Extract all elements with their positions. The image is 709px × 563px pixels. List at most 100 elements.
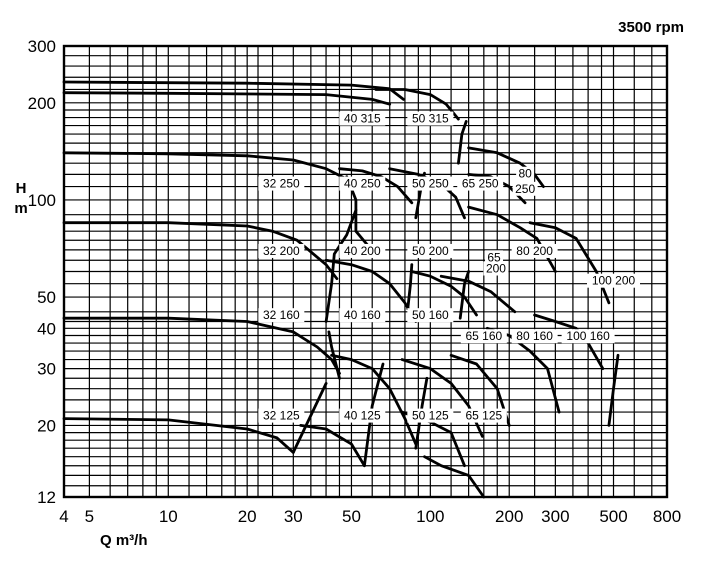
curve-100-200-right [607, 353, 620, 427]
curve-50-315 [374, 88, 460, 121]
x-tick-label: 5 [85, 507, 94, 526]
curve-label-bg [511, 329, 558, 344]
curve-32-160-max [327, 330, 341, 380]
curve-label: 40 250 [344, 177, 381, 191]
curve-label-bg [587, 273, 641, 288]
curve-label: 40 125 [344, 409, 381, 423]
curve-labels: 40 315 50 315 32 250 40 250 50 250 65 250 8025… [258, 111, 641, 423]
y-tick-label: 50 [37, 288, 56, 307]
curve-32-250 [62, 151, 349, 181]
y-tick-label: 20 [37, 416, 56, 435]
curve-label-bg [407, 111, 454, 126]
x-tick-label: 30 [284, 507, 303, 526]
curve-40-315-lower [62, 91, 392, 106]
x-tick-labels: 4 5 10 20 30 50 100 200 300 500 800 [59, 507, 681, 526]
curve-label: 80 [518, 167, 532, 181]
curve-80-200 [467, 205, 557, 273]
curve-label: 32 125 [263, 409, 300, 423]
x-tick-label: 300 [541, 507, 569, 526]
curve-40-315-top [62, 80, 405, 101]
curve-label: 100 200 [592, 274, 636, 288]
y-tick-label: 100 [28, 191, 56, 210]
curve-50-200 [410, 270, 478, 317]
y-axis-label-h: H [16, 180, 27, 197]
curve-32-200-max [324, 208, 358, 323]
curve-label-bg [460, 329, 507, 344]
x-tick-label: 4 [59, 507, 68, 526]
curve-65-125 [423, 455, 486, 499]
curve-label-bg [561, 329, 615, 344]
curve-label-bg [460, 408, 507, 423]
curve-label: 65 160 [465, 329, 502, 343]
curve-label: 200 [486, 262, 506, 276]
curve-label-bg [483, 261, 509, 276]
curve-label-bg [258, 308, 305, 323]
chart-title: 3500 rpm [618, 19, 684, 36]
curve-label-bg [407, 308, 454, 323]
curve-label: 100 160 [566, 329, 610, 343]
x-axis-label: Q m³/h [100, 532, 148, 549]
y-tick-label: 30 [37, 360, 56, 379]
y-tick-label: 40 [37, 319, 56, 338]
y-tick-labels: 12 20 30 40 50 100 200 300 [28, 37, 56, 507]
curve-label-bg [407, 176, 454, 191]
curve-32-125 [62, 417, 295, 454]
curve-32-125-max [291, 381, 328, 454]
curve-label-bg [339, 176, 386, 191]
curve-label: 65 125 [465, 409, 502, 423]
x-tick-label: 200 [495, 507, 523, 526]
curve-32-160 [62, 316, 341, 375]
plot-frame [62, 44, 669, 499]
x-tick-label: 20 [238, 507, 257, 526]
curve-label-bg [457, 176, 504, 191]
curve-label: 32 250 [263, 177, 300, 191]
curve-label-bg [258, 408, 305, 423]
curve-label: 50 315 [412, 112, 449, 126]
curve-label-bg [512, 181, 538, 196]
curve-label: 32 160 [263, 308, 300, 322]
curve-label: 80 160 [516, 329, 553, 343]
curve-label: 40 315 [344, 112, 381, 126]
curve-label: 40 200 [344, 244, 381, 258]
curve-label: 50 125 [412, 409, 449, 423]
curve-label: 50 250 [412, 177, 449, 191]
curve-label: 65 [487, 250, 501, 264]
y-tick-label: 12 [37, 488, 56, 507]
curve-label: 65 250 [462, 177, 499, 191]
curve-label: 80 200 [516, 244, 553, 258]
curve-label: 50 200 [412, 244, 449, 258]
curve-label: 40 160 [344, 308, 381, 322]
x-tick-label: 800 [653, 507, 681, 526]
curve-label-bg [485, 250, 504, 265]
curve-label-bg [339, 243, 386, 258]
curve-label-bg [516, 166, 535, 181]
x-tick-label: 500 [599, 507, 627, 526]
curve-label-bg [407, 243, 454, 258]
curve-label-bg [258, 176, 305, 191]
y-tick-label: 200 [28, 94, 56, 113]
y-tick-label: 300 [28, 37, 56, 56]
curve-40-160 [330, 353, 418, 446]
curve-65-160 [449, 353, 511, 427]
curve-100-160 [533, 313, 605, 371]
curve-label-bg [511, 243, 558, 258]
curve-100-200 [528, 221, 611, 305]
x-tick-label: 100 [416, 507, 444, 526]
x-tick-label: 10 [159, 507, 178, 526]
y-axis-label-m: m [14, 200, 27, 217]
curve-label-bg [339, 308, 386, 323]
curve-50-160-max [458, 270, 471, 320]
curve-40-160-max [414, 376, 429, 450]
curve-32-200 [62, 221, 339, 281]
curve-label-bg [339, 111, 386, 126]
x-tick-label: 50 [342, 507, 361, 526]
curve-65-200 [439, 274, 517, 314]
curve-50-315-max [456, 120, 468, 165]
curve-80-250 [467, 146, 545, 189]
curve-label-bg [258, 243, 305, 258]
curve-label: 32 200 [263, 244, 300, 258]
curve-label: 250 [515, 182, 535, 196]
curve-40-125 [299, 423, 366, 468]
curve-label-bg [339, 408, 386, 423]
